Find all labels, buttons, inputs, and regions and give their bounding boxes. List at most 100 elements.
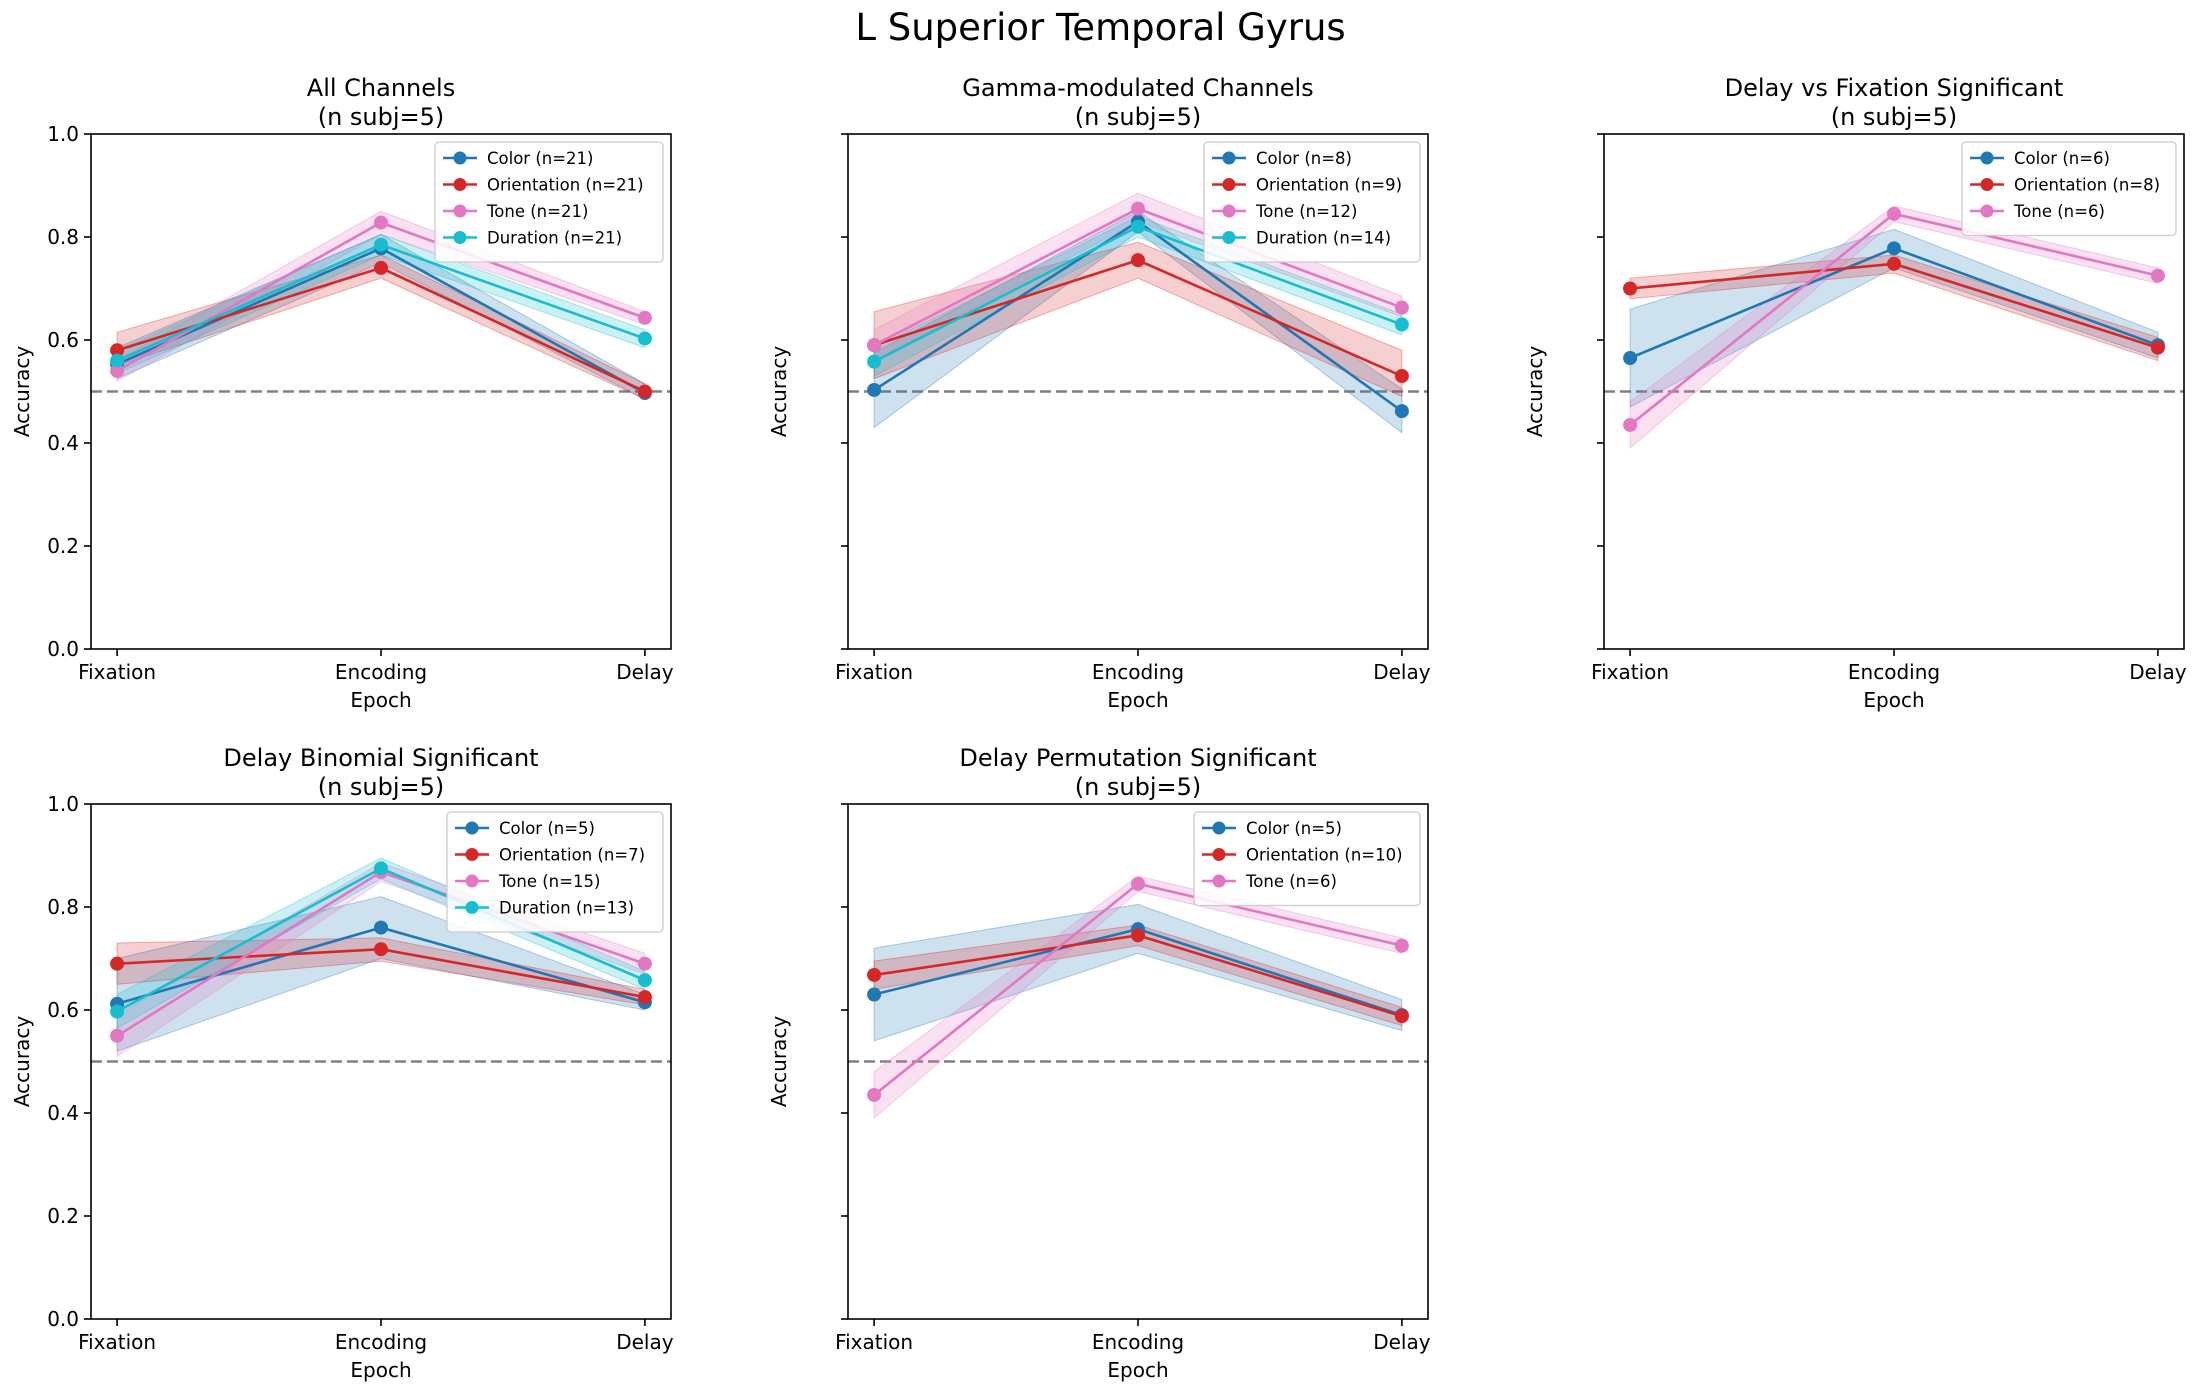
x-tick-label: Encoding	[1092, 660, 1184, 684]
panel-subtitle: (n subj=5)	[1075, 103, 1202, 131]
x-tick-label: Encoding	[335, 660, 427, 684]
panel-title: Gamma-modulated Channels	[962, 74, 1313, 102]
y-tick-label: 1.0	[47, 122, 79, 146]
x-tick-label: Encoding	[1848, 660, 1940, 684]
data-point	[1887, 241, 1901, 256]
legend-label: Color (n=21)	[487, 149, 593, 168]
legend: Color (n=6) Orientation (n=8) Tone (n=6)	[1961, 141, 2177, 237]
legend-marker	[465, 901, 479, 914]
panel-1: All Channels(n subj=5) 0.0 0.2 0.4 0.6 0.8 1.0…	[10, 74, 674, 712]
x-tick-label: Fixation	[78, 1330, 156, 1354]
legend-box	[1193, 811, 1421, 907]
legend: Color (n=21) Orientation (n=21) Tone (n=21…	[434, 141, 664, 263]
error-band-1	[1629, 228, 2159, 408]
legend-marker	[453, 151, 467, 165]
legend-label: Duration (n=13)	[499, 899, 634, 918]
error-band-1	[116, 896, 646, 1052]
y-tick-label: 0.8	[47, 895, 79, 919]
panel-3: Delay vs Fixation Significant(n subj=5) F…	[1523, 74, 2187, 712]
x-tick-label: Fixation	[1591, 660, 1669, 684]
legend-marker	[1212, 848, 1226, 861]
data-point	[1394, 300, 1409, 315]
data-point	[110, 1004, 125, 1019]
data-point	[1131, 876, 1145, 891]
legend-label: Tone (n=6)	[2013, 202, 2105, 221]
error-band-3	[1629, 205, 2159, 450]
data-point	[1394, 317, 1409, 332]
legend-marker	[1222, 231, 1236, 244]
data-point	[374, 260, 388, 275]
x-tick-label: Delay	[2129, 660, 2187, 684]
legend-box	[434, 141, 664, 263]
data-point	[1131, 201, 1145, 216]
data-point	[1623, 351, 1638, 366]
x-tick-label: Fixation	[835, 660, 913, 684]
error-band-2	[873, 241, 1403, 398]
legend-label: Color (n=5)	[1246, 819, 1342, 838]
legend-label: Tone (n=21)	[486, 202, 588, 221]
data-point	[2150, 268, 2165, 283]
data-point	[110, 363, 125, 378]
legend-label: Orientation (n=9)	[1256, 176, 1402, 195]
panel-subtitle: (n subj=5)	[1075, 773, 1202, 801]
panel-2: Gamma-modulated Channels(n subj=5) Fixati…	[767, 74, 1431, 712]
legend: Color (n=5) Orientation (n=7) Tone (n=15) D…	[446, 811, 664, 933]
y-tick-label: 1.0	[47, 792, 79, 816]
data-point	[1131, 219, 1145, 234]
panel-4: Delay Binomial Significant(n subj=5) 0.0 0…	[10, 744, 674, 1382]
data-point	[110, 353, 125, 368]
legend-label: Orientation (n=8)	[2014, 176, 2160, 195]
data-point	[637, 331, 652, 346]
legend-marker	[453, 204, 467, 218]
figure-title: L Superior Temporal Gyrus	[855, 6, 1346, 49]
legend-marker	[1222, 178, 1236, 191]
x-tick-label: Delay	[1373, 1330, 1431, 1354]
legend-marker	[1212, 821, 1226, 835]
x-tick-label: Delay	[1373, 660, 1431, 684]
data-point	[110, 956, 125, 971]
legend-box	[446, 811, 664, 933]
x-axis-label: Epoch	[350, 1358, 411, 1382]
y-axis-label: Accuracy	[10, 1016, 34, 1107]
legend-marker	[1212, 874, 1226, 888]
data-point	[637, 384, 652, 399]
data-point	[1394, 938, 1409, 953]
legend-box	[1961, 141, 2177, 237]
x-tick-label: Encoding	[335, 1330, 427, 1354]
legend-label: Orientation (n=7)	[499, 846, 645, 865]
data-point	[1131, 928, 1145, 943]
data-point	[637, 973, 652, 988]
x-tick-label: Delay	[616, 660, 674, 684]
data-point	[1394, 369, 1409, 384]
data-point	[1394, 1009, 1409, 1024]
y-tick-label: 0.4	[47, 1101, 79, 1125]
data-point	[867, 1087, 882, 1102]
legend-label: Color (n=5)	[499, 819, 595, 838]
legend-label: Duration (n=21)	[487, 229, 622, 248]
legend-marker	[453, 178, 467, 191]
y-axis-label: Accuracy	[767, 346, 791, 437]
data-point	[374, 237, 388, 252]
data-point	[1131, 253, 1145, 268]
data-point	[1887, 256, 1901, 271]
y-axis-label: Accuracy	[1523, 346, 1547, 437]
data-point	[637, 990, 652, 1005]
data-point	[867, 967, 882, 982]
y-axis-label: Accuracy	[767, 1016, 791, 1107]
y-axis-label: Accuracy	[10, 346, 34, 437]
legend-marker	[1980, 204, 1994, 218]
y-tick-label: 0.6	[47, 328, 79, 352]
data-point	[374, 861, 388, 876]
y-tick-label: 0.6	[47, 998, 79, 1022]
y-tick-label: 0.4	[47, 431, 79, 455]
data-point	[1623, 417, 1638, 432]
panel-subtitle: (n subj=5)	[1831, 103, 1958, 131]
legend-label: Tone (n=15)	[498, 872, 600, 891]
x-tick-label: Delay	[616, 1330, 674, 1354]
legend: Color (n=5) Orientation (n=10) Tone (n=6)	[1193, 811, 1421, 907]
legend-marker	[1980, 151, 1994, 165]
data-point	[1394, 404, 1409, 419]
panel-title: All Channels	[307, 74, 455, 102]
legend-label: Tone (n=6)	[1245, 872, 1337, 891]
